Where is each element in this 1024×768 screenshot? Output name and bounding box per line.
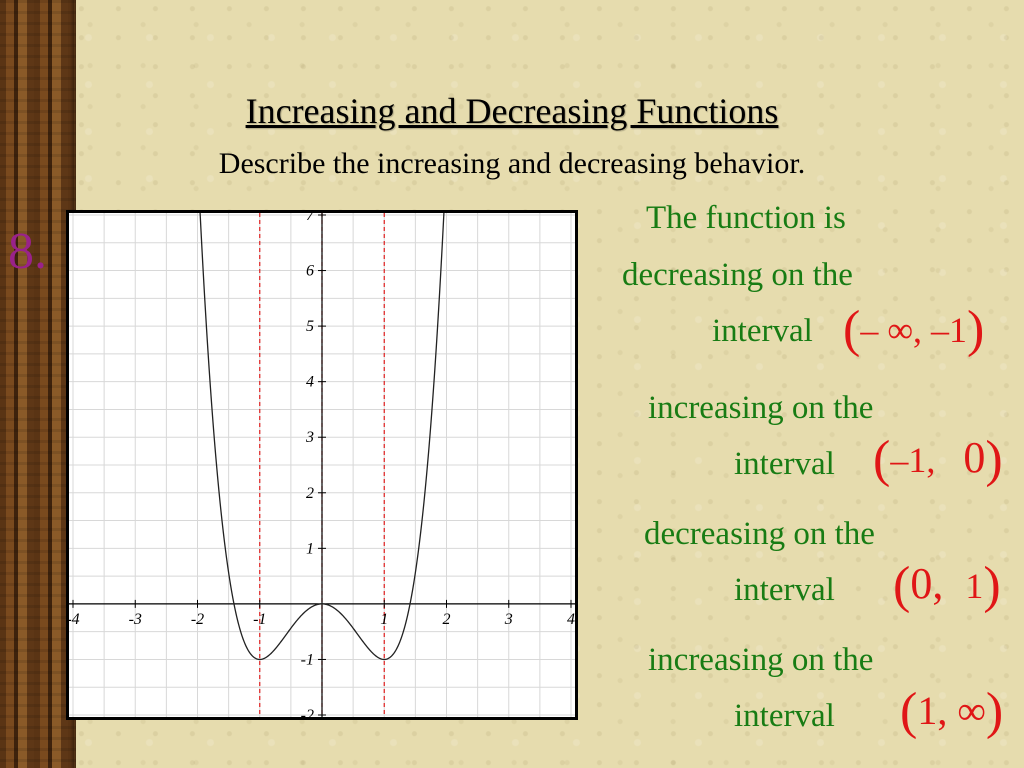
x-tick-label: -3 (129, 611, 142, 628)
x-tick-label: 1 (380, 611, 388, 628)
x-tick-label: 3 (504, 611, 513, 628)
paren-close: ) (967, 301, 985, 358)
answer-line-5: increasing on the (648, 642, 874, 678)
paren-open: ( (893, 557, 911, 614)
x-tick-label: -2 (191, 611, 204, 628)
tick-labels: -4 -3 -2 -1 1 2 3 4 -2 -1 1 2 3 4 5 6 7 (69, 213, 575, 717)
answer-line-1: The function is (646, 200, 846, 236)
interval-2-left: –1, (890, 440, 936, 480)
graph-svg: -4 -3 -2 -1 1 2 3 4 -2 -1 1 2 3 4 5 6 7 (69, 213, 575, 717)
interval-4-text: 1, ∞ (917, 688, 986, 733)
interval-label-2: interval (734, 446, 835, 482)
paren-open: ( (900, 683, 918, 740)
interval-3: (0, 1) (893, 556, 1001, 615)
interval-1: (– ∞, –1) (843, 300, 984, 359)
y-tick-label: -2 (301, 707, 314, 717)
x-tick-label: 4 (567, 611, 575, 628)
paren-close: ) (985, 431, 1003, 488)
y-tick-label: 7 (306, 213, 315, 224)
interval-3-right: 1 (965, 566, 984, 606)
slide-title: Increasing and Decreasing Functions (245, 91, 779, 131)
slide-subtitle: Describe the increasing and decreasing b… (218, 147, 806, 180)
paren-open: ( (843, 301, 861, 358)
x-tick-label: -4 (69, 611, 80, 628)
x-tick-label: 2 (443, 611, 451, 628)
paren-close: ) (983, 557, 1001, 614)
y-tick-label: 3 (305, 429, 314, 446)
answer-line-3: increasing on the (648, 390, 874, 426)
y-tick-label: 2 (306, 485, 314, 502)
problem-number: 8. (8, 223, 47, 280)
paren-open: ( (873, 431, 891, 488)
interval-3-left: 0, (910, 559, 944, 608)
interval-1-text: – ∞, –1 (860, 310, 967, 350)
x-tick-label: -1 (253, 611, 266, 628)
y-tick-label: 5 (306, 318, 314, 335)
answer-line-2: decreasing on the (622, 257, 853, 293)
y-tick-label: 4 (306, 374, 314, 391)
y-tick-label: 1 (306, 540, 314, 557)
interval-label-1: interval (712, 313, 813, 349)
y-tick-label: -1 (301, 651, 314, 668)
interval-label-4: interval (734, 698, 835, 734)
answer-line-4: decreasing on the (644, 516, 875, 552)
interval-2-right: 0 (963, 433, 986, 482)
curve (199, 213, 445, 661)
interval-label-3: interval (734, 572, 835, 608)
paren-close: ) (985, 683, 1004, 740)
interval-4: (1, ∞) (900, 682, 1003, 741)
function-graph: -4 -3 -2 -1 1 2 3 4 -2 -1 1 2 3 4 5 6 7 (66, 210, 578, 720)
y-tick-label: 6 (306, 263, 314, 280)
interval-2: (–1, 0) (873, 430, 1003, 489)
function-curve (199, 213, 445, 661)
